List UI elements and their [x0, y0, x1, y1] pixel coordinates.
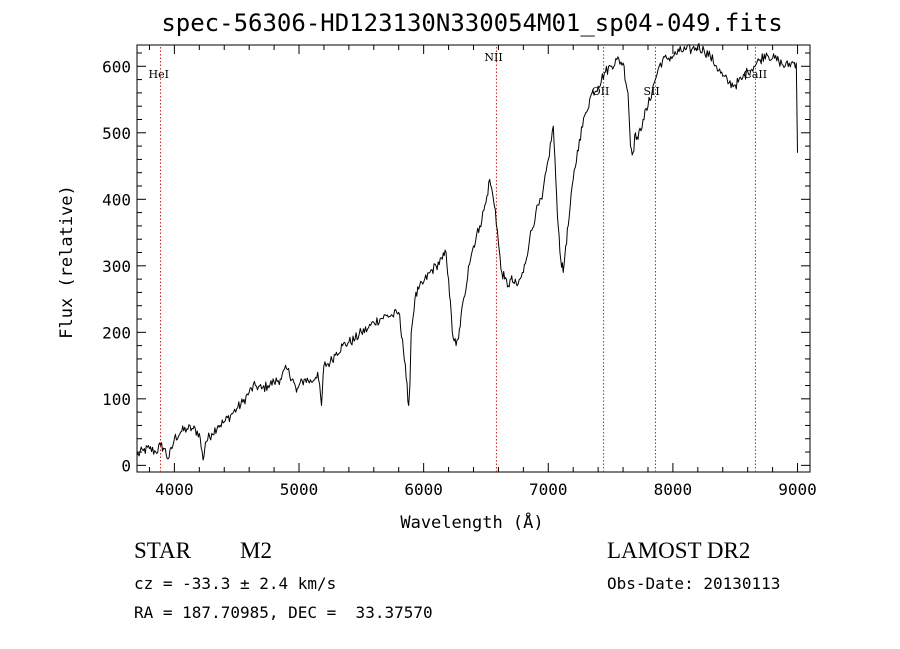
observation-date: Obs-Date: 20130113: [607, 574, 781, 593]
x-tick-label: 9000: [778, 480, 817, 499]
spectral-line-label: NII: [484, 51, 502, 64]
x-tick-label: 6000: [404, 480, 443, 499]
y-tick-label: 200: [102, 323, 131, 342]
spectral-line-label: OII: [592, 85, 610, 98]
object-class: STAR: [134, 538, 191, 563]
y-axis-ticks: 0 100 200 300 400 500 600: [102, 52, 810, 475]
spectrum-series: [136, 42, 798, 461]
coordinates: RA = 187.70985, DEC = 33.37570: [134, 603, 433, 622]
y-tick-label: 600: [102, 57, 131, 76]
redshift-velocity: cz = -33.3 ± 2.4 km/s: [134, 574, 337, 593]
y-tick-label: 400: [102, 190, 131, 209]
y-tick-label: 300: [102, 257, 131, 276]
y-axis-label: Flux (relative): [57, 185, 77, 339]
x-tick-label: 5000: [280, 480, 319, 499]
spectral-line-markers: HeI NII OII SII CaII: [149, 47, 767, 472]
x-tick-label: 7000: [529, 480, 568, 499]
object-subclass: M2: [240, 538, 272, 563]
spectral-line-label: CaII: [743, 68, 767, 81]
x-axis-label: Wavelength (Å): [400, 511, 543, 533]
x-tick-label: 8000: [654, 480, 693, 499]
survey-name: LAMOST DR2: [607, 538, 751, 563]
x-axis-ticks: 4000 5000 6000 7000 8000 9000: [148, 45, 817, 499]
spectrum-line: [136, 42, 798, 461]
y-tick-label: 0: [121, 456, 131, 475]
x-tick-label: 4000: [155, 480, 194, 499]
y-tick-label: 100: [102, 390, 131, 409]
spectral-line-label: SII: [643, 85, 659, 98]
chart-title: spec-56306-HD123130N330054M01_sp04-049.f…: [161, 9, 782, 37]
y-tick-label: 500: [102, 124, 131, 143]
spectral-line-label: HeI: [149, 68, 169, 81]
